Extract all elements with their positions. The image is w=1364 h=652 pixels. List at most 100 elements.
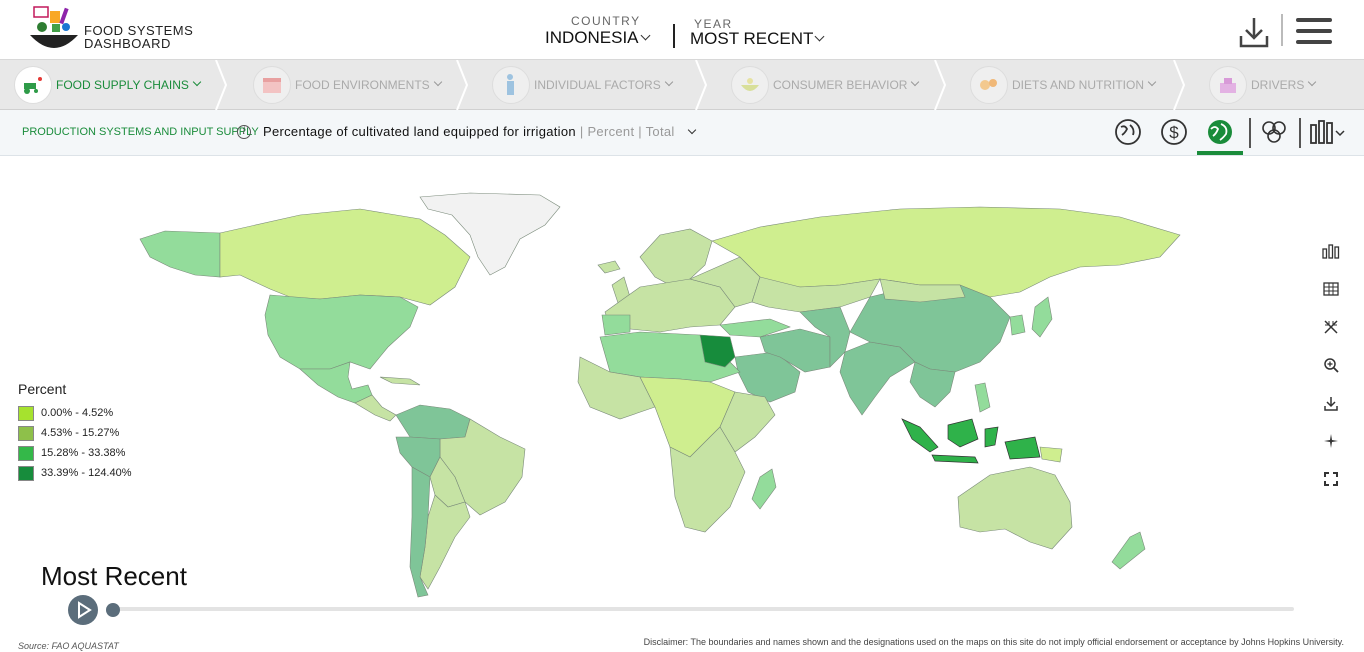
region-chile: [409, 466, 431, 598]
tab-diets-and-nutrition[interactable]: DIETS AND NUTRITION: [970, 60, 1157, 110]
region-japan: [1031, 296, 1053, 338]
region-philippines: [974, 382, 991, 413]
region-madagascar: [751, 468, 777, 510]
download-button[interactable]: [1238, 14, 1270, 50]
dollar-icon: $: [1161, 119, 1187, 145]
fullscreen-icon: [1324, 472, 1338, 486]
legend-swatch: [18, 445, 34, 461]
active-view-indicator: [1197, 151, 1243, 155]
download-map-button[interactable]: [1320, 392, 1342, 414]
chevron-down-icon: [664, 77, 673, 87]
region-southern-africa: [669, 426, 746, 533]
disclaimer: Disclaimer: The boundaries and names sho…: [643, 637, 1344, 647]
chevron-down-icon: [640, 30, 650, 41]
region-indonesia-java: [931, 454, 979, 464]
table-view-button[interactable]: [1320, 278, 1342, 300]
country-label: COUNTRY: [571, 14, 641, 28]
source-note: Source: FAO AQUASTAT: [18, 641, 119, 651]
world-map[interactable]: [0, 157, 1364, 602]
region-indonesia-sulawesi: [984, 426, 999, 448]
chevron-down-icon: [814, 31, 825, 42]
locate-button[interactable]: [1320, 430, 1342, 452]
region-turkey: [719, 318, 791, 338]
region-australia: [957, 466, 1073, 550]
tractor-icon: [14, 66, 52, 104]
legend-swatch: [18, 405, 34, 421]
chevron-down-icon: [1147, 77, 1157, 87]
logo-text: FOOD SYSTEMS DASHBOARD: [84, 24, 193, 50]
menu-button[interactable]: [1296, 18, 1332, 46]
table-icon: [1323, 282, 1339, 296]
region-greenland: [419, 192, 561, 276]
indicator-meta: | Percent | Total: [579, 124, 675, 139]
svg-text:$: $: [1169, 123, 1179, 142]
legend-swatch: [18, 465, 34, 481]
circles-icon: [1262, 121, 1286, 143]
legend-title: Percent: [18, 381, 67, 397]
globe-settings-view-button[interactable]: [1113, 117, 1143, 147]
tab-consumer-behavior[interactable]: CONSUMER BEHAVIOR: [731, 60, 920, 110]
timeline-track[interactable]: [112, 607, 1294, 611]
tab-separator: [934, 60, 947, 110]
chevron-down-icon: [687, 125, 696, 135]
globe-view-button[interactable]: [1205, 117, 1235, 147]
food-icon: [970, 66, 1008, 104]
chart-view-button[interactable]: [1320, 240, 1342, 262]
tab-separator: [215, 60, 228, 110]
circles-view-button[interactable]: [1259, 117, 1289, 147]
legend-item: 15.28% - 33.38%: [18, 443, 132, 463]
region-iceland: [597, 260, 621, 274]
chevron-down-icon: [911, 77, 920, 87]
tab-label: DIETS AND NUTRITION: [1012, 78, 1145, 92]
legend-label: 4.53% - 15.27%: [41, 427, 120, 439]
logo-line-1: FOOD SYSTEMS: [84, 23, 194, 38]
region-iberia: [601, 314, 631, 336]
tab-separator: [456, 60, 469, 110]
legend-item: 0.00% - 4.52%: [18, 403, 132, 423]
download-icon: [1239, 18, 1269, 48]
drivers-icon: [1209, 66, 1247, 104]
chevron-down-icon: [1308, 77, 1317, 87]
timeline-slider-handle[interactable]: [106, 603, 120, 617]
indicator-title: Percentage of cultivated land equipped f…: [263, 124, 576, 139]
globe-icon: [1208, 120, 1232, 144]
year-value: MOST RECENT: [690, 29, 814, 48]
tab-drivers[interactable]: DRIVERS: [1209, 60, 1317, 110]
collapse-icon: [1324, 320, 1338, 334]
info-icon[interactable]: i: [237, 125, 251, 139]
tab-label: FOOD SUPPLY CHAINS: [56, 78, 189, 92]
bar-chart-icon: [1322, 244, 1340, 259]
tab-individual-factors[interactable]: INDIVIDUAL FACTORS: [492, 60, 673, 110]
bar-chart-view-button[interactable]: [1309, 117, 1353, 147]
tab-food-supply-chains[interactable]: FOOD SUPPLY CHAINS: [14, 60, 202, 110]
legend-label: 0.00% - 4.52%: [41, 407, 114, 419]
fullscreen-button[interactable]: [1320, 468, 1342, 490]
region-west-africa: [577, 356, 656, 420]
region-cuba: [379, 376, 421, 386]
region-korea: [1009, 314, 1026, 336]
legend-item: 33.39% - 124.40%: [18, 463, 132, 483]
chevron-down-icon: [433, 77, 442, 87]
tab-separator: [1173, 60, 1186, 110]
tab-food-environments[interactable]: FOOD ENVIRONMENTS: [253, 60, 442, 110]
logo-icon[interactable]: [28, 5, 80, 55]
indicator-selector[interactable]: Percentage of cultivated land equipped f…: [263, 124, 696, 139]
category-tabs: FOOD SUPPLY CHAINS FOOD ENVIRONMENTS IND…: [0, 60, 1364, 110]
dollar-view-button[interactable]: $: [1159, 117, 1189, 147]
zoom-in-button[interactable]: [1320, 354, 1342, 376]
legend-label: 15.28% - 33.38%: [41, 447, 126, 459]
region-usa: [264, 294, 419, 370]
zoom-in-icon: [1324, 358, 1339, 373]
region-scandinavia: [639, 228, 713, 286]
collapse-button[interactable]: [1320, 316, 1342, 338]
play-icon: [78, 601, 92, 619]
tab-label: DRIVERS: [1251, 78, 1305, 92]
legend-item: 4.53% - 15.27%: [18, 423, 132, 443]
region-egypt: [699, 334, 736, 368]
year-selector[interactable]: YEAR MOST RECENT: [690, 17, 825, 49]
play-button[interactable]: [68, 595, 98, 625]
header-separator: [1281, 14, 1283, 46]
subcategory-label[interactable]: PRODUCTION SYSTEMS AND INPUT SUPPLY: [22, 126, 259, 138]
region-mexico: [299, 361, 373, 404]
country-selector[interactable]: COUNTRY INDONESIA: [545, 14, 650, 48]
